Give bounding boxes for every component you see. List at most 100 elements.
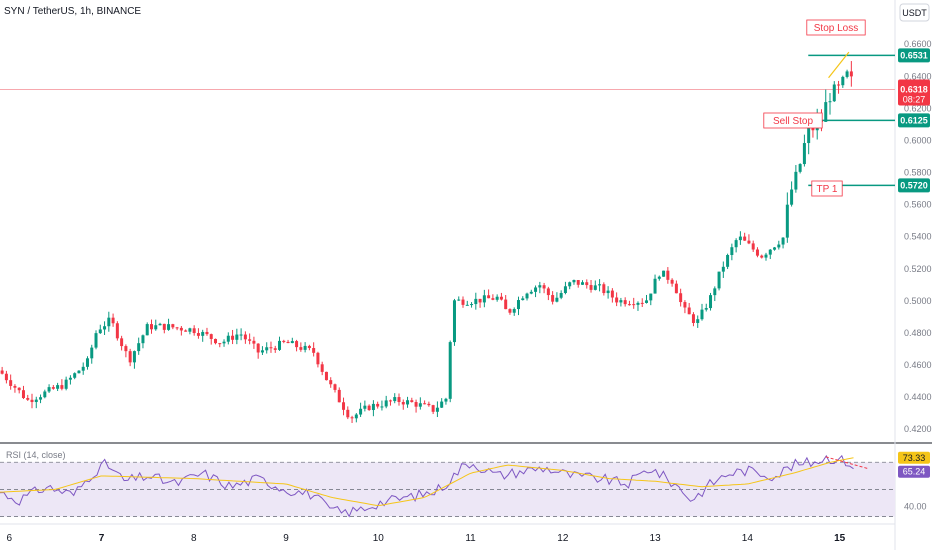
candle-up[interactable] (721, 266, 725, 272)
candle-up[interactable] (94, 333, 98, 348)
candle-up[interactable] (781, 237, 785, 245)
candle-up[interactable] (39, 397, 43, 400)
candle-up[interactable] (222, 341, 226, 344)
candle-up[interactable] (56, 385, 60, 389)
candle-up[interactable] (465, 304, 469, 306)
trendline[interactable] (828, 51, 850, 79)
candle-up[interactable] (580, 282, 584, 285)
candle-up[interactable] (777, 244, 781, 248)
candle-up[interactable] (260, 350, 264, 353)
candle-up[interactable] (790, 189, 794, 205)
candle-up[interactable] (406, 400, 410, 405)
candle-down[interactable] (9, 380, 13, 386)
candle-down[interactable] (324, 371, 328, 381)
candle-down[interactable] (542, 285, 546, 289)
candle-down[interactable] (410, 400, 414, 403)
candle-up[interactable] (470, 304, 474, 306)
candle-up[interactable] (700, 309, 704, 320)
candle-down[interactable] (312, 348, 316, 353)
candle-down[interactable] (333, 384, 337, 390)
candle-up[interactable] (226, 335, 230, 342)
candle-down[interactable] (670, 279, 674, 284)
candle-up[interactable] (452, 300, 456, 343)
candle-down[interactable] (615, 297, 619, 303)
currency-badge[interactable] (899, 3, 930, 22)
candle-down[interactable] (124, 346, 128, 352)
candle-up[interactable] (824, 102, 828, 122)
candle-up[interactable] (418, 403, 422, 407)
candle-up[interactable] (845, 71, 849, 77)
candle-up[interactable] (593, 285, 597, 290)
candle-down[interactable] (299, 347, 303, 350)
candle-up[interactable] (90, 347, 94, 359)
candle-down[interactable] (478, 298, 482, 303)
candle-up[interactable] (534, 287, 538, 292)
candle-up[interactable] (529, 291, 533, 294)
candle-down[interactable] (51, 387, 55, 389)
candle-up[interactable] (730, 247, 734, 256)
candle-down[interactable] (248, 339, 252, 341)
candle-up[interactable] (794, 171, 798, 190)
candle-up[interactable] (47, 387, 51, 392)
candle-up[interactable] (606, 290, 610, 294)
candle-up[interactable] (68, 377, 72, 380)
candle-down[interactable] (576, 279, 580, 285)
candle-up[interactable] (145, 324, 149, 336)
candle-down[interactable] (209, 334, 213, 339)
candle-down[interactable] (252, 340, 256, 344)
candle-up[interactable] (440, 401, 444, 408)
candle-down[interactable] (30, 399, 34, 403)
candle-up[interactable] (154, 325, 158, 330)
candle-down[interactable] (461, 299, 465, 305)
candle-up[interactable] (107, 317, 111, 327)
candle-up[interactable] (167, 324, 171, 330)
candle-up[interactable] (807, 126, 811, 144)
candle-down[interactable] (21, 390, 25, 399)
candle-up[interactable] (435, 407, 439, 412)
candle-down[interactable] (679, 293, 683, 303)
candle-up[interactable] (734, 240, 738, 248)
candle-down[interactable] (329, 380, 333, 385)
candle-up[interactable] (798, 164, 802, 172)
candle-up[interactable] (828, 101, 832, 103)
candle-up[interactable] (393, 397, 397, 402)
candle-up[interactable] (359, 408, 363, 415)
candle-down[interactable] (13, 385, 17, 388)
candle-up[interactable] (636, 302, 640, 305)
candle-up[interactable] (64, 379, 68, 389)
candle-up[interactable] (158, 323, 162, 326)
candle-up[interactable] (201, 331, 205, 336)
candle-up[interactable] (448, 342, 452, 399)
candle-up[interactable] (832, 84, 836, 102)
candle-down[interactable] (504, 299, 508, 310)
candle-down[interactable] (427, 403, 431, 406)
candle-up[interactable] (495, 296, 499, 300)
candle-up[interactable] (141, 335, 145, 344)
candle-down[interactable] (295, 341, 299, 348)
candle-up[interactable] (457, 299, 461, 301)
candle-up[interactable] (645, 300, 649, 303)
candle-down[interactable] (487, 295, 491, 299)
candle-down[interactable] (760, 255, 764, 258)
rsi-ma-line[interactable] (0, 457, 854, 506)
candle-down[interactable] (589, 285, 593, 290)
candle-up[interactable] (81, 366, 85, 371)
candle-up[interactable] (103, 326, 107, 330)
candle-up[interactable] (98, 329, 102, 334)
candle-up[interactable] (380, 406, 384, 408)
candle-down[interactable] (26, 398, 30, 400)
candle-up[interactable] (619, 300, 623, 303)
candle-down[interactable] (811, 126, 815, 131)
candle-down[interactable] (585, 282, 589, 286)
candle-up[interactable] (768, 249, 772, 255)
candle-up[interactable] (188, 328, 192, 332)
candle-up[interactable] (538, 285, 542, 288)
candle-down[interactable] (849, 71, 853, 77)
candle-down[interactable] (491, 298, 495, 300)
candle-down[interactable] (367, 405, 371, 411)
candle-down[interactable] (286, 341, 290, 344)
candle-up[interactable] (785, 204, 789, 238)
candle-down[interactable] (431, 405, 435, 412)
candle-down[interactable] (149, 324, 153, 330)
